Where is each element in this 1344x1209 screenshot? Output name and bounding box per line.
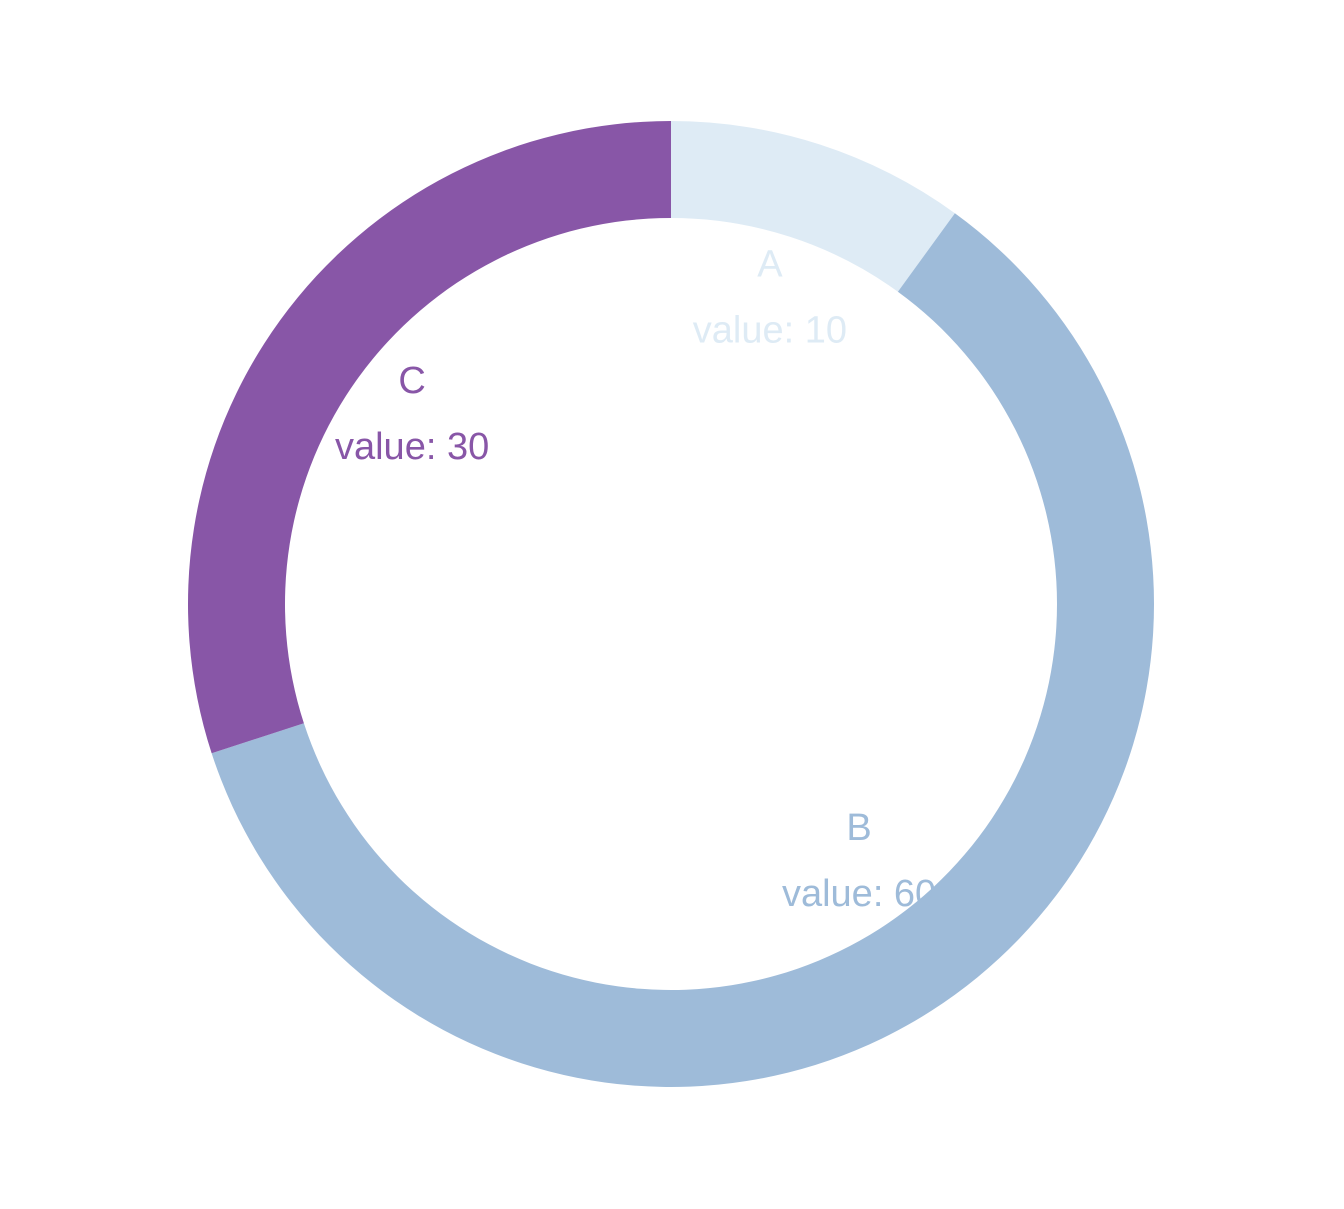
value-label: value: 30 [335,426,489,468]
slice-label: B [846,807,871,849]
slice-label: C [398,360,425,402]
slice-label: A [757,244,783,286]
value-label: value: 60 [782,873,936,915]
value-label: value: 10 [693,310,847,352]
donut-slice [187,121,671,754]
donut-slice [671,121,955,292]
